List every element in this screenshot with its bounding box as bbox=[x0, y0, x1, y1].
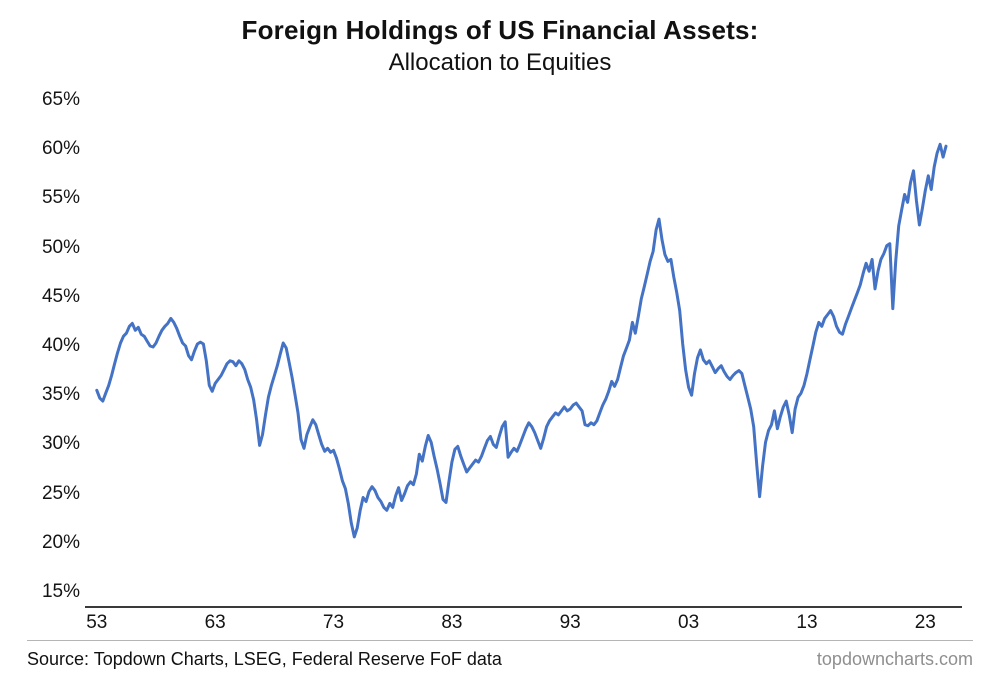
y-tick-label: 50% bbox=[41, 236, 80, 258]
y-tick-label: 20% bbox=[41, 531, 80, 553]
watermark: topdowncharts.com bbox=[816, 649, 973, 669]
footer-divider bbox=[27, 640, 973, 641]
equity-allocation-line bbox=[95, 142, 948, 539]
y-tick-label: 65% bbox=[41, 88, 80, 110]
y-tick-label: 15% bbox=[41, 580, 80, 602]
x-tick-label: 73 bbox=[322, 612, 345, 633]
x-tick-label: 03 bbox=[678, 612, 700, 633]
x-tick-label: 93 bbox=[559, 612, 581, 633]
y-tick-label: 55% bbox=[41, 187, 80, 209]
source-attribution: Source: Topdown Charts, LSEG, Federal Re… bbox=[27, 649, 502, 669]
y-tick-label: 45% bbox=[41, 285, 80, 307]
y-tick-label: 40% bbox=[41, 334, 80, 356]
y-tick-label: 60% bbox=[41, 138, 80, 160]
x-axis-line bbox=[85, 606, 962, 608]
chart-subtitle: Allocation to Equities bbox=[388, 49, 612, 76]
y-tick-label: 30% bbox=[41, 433, 80, 455]
x-tick-label: 63 bbox=[204, 612, 226, 633]
x-tick-label: 83 bbox=[441, 612, 463, 633]
chart-title: Foreign Holdings of US Financial Assets: bbox=[241, 15, 759, 45]
y-tick-label: 35% bbox=[41, 384, 80, 406]
x-tick-label: 53 bbox=[86, 612, 108, 633]
x-tick-label: 23 bbox=[914, 612, 936, 633]
x-tick-label: 13 bbox=[796, 612, 818, 633]
y-tick-label: 25% bbox=[41, 482, 80, 504]
